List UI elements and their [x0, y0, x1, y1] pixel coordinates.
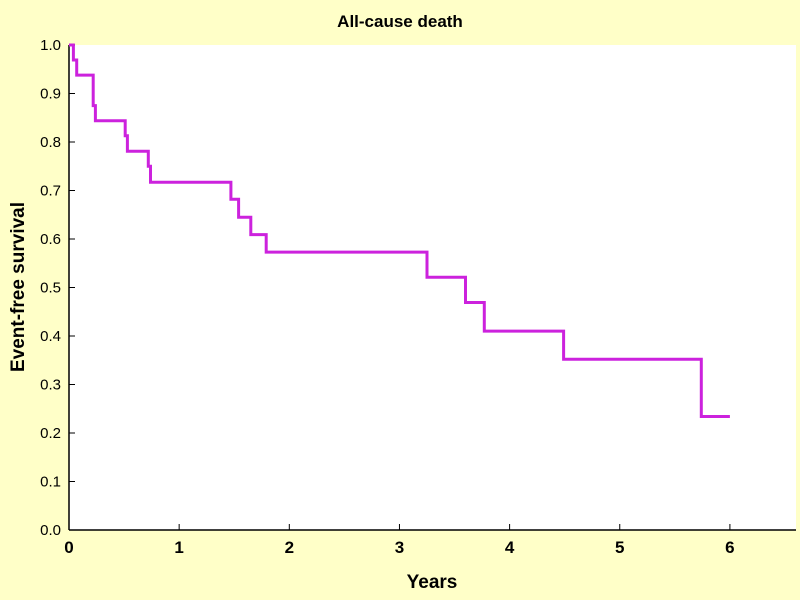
y-tick-label: 0.9	[40, 86, 61, 103]
x-tick-label: 0	[64, 538, 73, 557]
y-tick-label: 1.0	[40, 37, 61, 54]
y-tick-label: 0.4	[40, 328, 61, 345]
x-axis-label: Years	[407, 572, 458, 593]
y-tick-label: 0.6	[40, 231, 61, 248]
x-tick-label: 5	[615, 538, 624, 557]
x-tick-label: 6	[725, 538, 734, 557]
y-axis-label: Event-free survival	[8, 202, 29, 372]
survival-curve	[69, 43, 730, 418]
y-tick-label: 0.1	[40, 474, 61, 491]
series-layer	[69, 43, 730, 418]
plot-area	[69, 45, 796, 530]
x-tick-label: 3	[395, 538, 404, 557]
y-tick-label: 0.3	[40, 377, 61, 394]
y-tick-label: 0.2	[40, 425, 61, 442]
y-tick-label: 0.8	[40, 134, 61, 151]
x-tick-label: 2	[285, 538, 294, 557]
chart-title: All-cause death	[337, 12, 463, 31]
y-tick-label: 0.7	[40, 183, 61, 200]
x-tick-label: 1	[174, 538, 183, 557]
axes: 0.0 0.1 0.2 0.3 0.4 0.5 0.6 0.7 0.8 0.9 1.0 0 1 2 3 4 5 6	[40, 37, 796, 557]
y-tick-label: 0.5	[40, 280, 61, 297]
x-tick-label: 4	[505, 538, 515, 557]
y-tick-label: 0.0	[40, 522, 61, 539]
